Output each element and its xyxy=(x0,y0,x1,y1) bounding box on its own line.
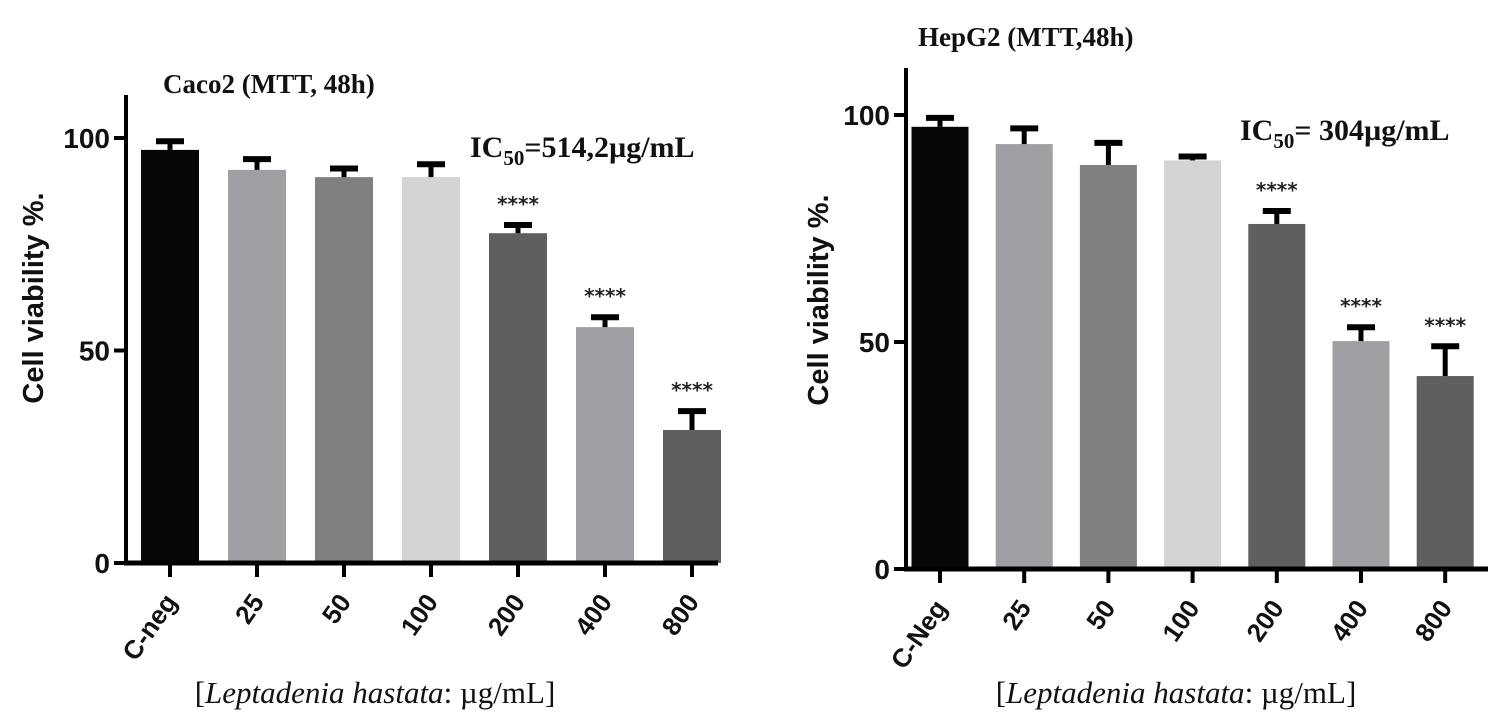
plot-area: C-Neg 25 50 100 **** 200 **** 400 **** 800 0 50 100 xyxy=(843,68,1488,674)
x-axis-label: [Leptadenia hastata: µg/mL] xyxy=(195,675,556,710)
bar xyxy=(576,327,634,563)
caco2-chart: Caco2 (MTT, 48h) IC50=514,2µg/mL Cell vi… xyxy=(18,69,721,710)
ic50-sub: 50 xyxy=(1273,129,1294,153)
ic50-annotation: IC50= 304µg/mL xyxy=(1240,114,1450,153)
significance-marker: **** xyxy=(497,192,539,216)
bar xyxy=(1248,223,1306,569)
bar xyxy=(1164,160,1222,569)
x-tick-label: 400 xyxy=(568,588,617,641)
significance-marker: **** xyxy=(671,378,713,402)
y-tick-label: 50 xyxy=(79,336,110,367)
x-tick-label: 100 xyxy=(394,588,443,641)
significance-marker: **** xyxy=(1256,178,1298,202)
x-label-open: [ xyxy=(996,675,1006,710)
x-label-italic: Leptadenia hastata xyxy=(204,675,444,710)
x-tick-label: 50 xyxy=(1080,594,1121,635)
y-tick-label: 100 xyxy=(63,123,110,154)
y-tick-label: 50 xyxy=(859,327,890,358)
bar xyxy=(995,144,1053,569)
x-tick-label: C-Neg xyxy=(884,594,952,674)
bar xyxy=(402,177,460,563)
x-tick-label: C-neg xyxy=(116,588,183,666)
y-axis-label: Cell viability %. xyxy=(18,192,50,403)
y-tick-label: 0 xyxy=(874,554,890,585)
y-tick-label: 100 xyxy=(843,100,890,131)
bar xyxy=(489,233,547,563)
bar xyxy=(1332,341,1390,569)
ic50-annotation: IC50=514,2µg/mL xyxy=(470,131,695,170)
significance-marker: **** xyxy=(1340,294,1382,318)
ic50-suffix: = 304µg/mL xyxy=(1294,114,1449,147)
chart-title: Caco2 (MTT, 48h) xyxy=(163,69,375,99)
significance-marker: **** xyxy=(584,284,626,308)
ic50-prefix: IC xyxy=(1240,114,1273,147)
x-tick-label: 200 xyxy=(481,588,530,641)
plot-area: C-neg 25 50 100 **** 200 **** 400 **** 800 0 50 100 xyxy=(63,95,721,666)
x-tick-label: 800 xyxy=(655,588,704,641)
y-tick-label: 0 xyxy=(94,548,110,579)
x-tick-label: 800 xyxy=(1409,594,1458,647)
x-tick-label: 25 xyxy=(996,594,1037,635)
bar xyxy=(315,177,373,563)
hepg2-chart: HepG2 (MTT,48h) IC50= 304µg/mL Cell viab… xyxy=(803,22,1488,710)
x-tick-label: 200 xyxy=(1240,594,1289,647)
x-label-rest: : µg/mL] xyxy=(444,675,556,710)
x-tick-label: 50 xyxy=(316,588,357,629)
ic50-suffix: =514,2µg/mL xyxy=(524,131,694,164)
x-tick-label: 100 xyxy=(1156,594,1205,647)
bar xyxy=(1416,376,1474,569)
significance-marker: **** xyxy=(1424,313,1466,337)
x-tick-label: 400 xyxy=(1324,594,1373,647)
y-axis-label: Cell viability %. xyxy=(803,194,835,405)
bar xyxy=(911,126,969,569)
bar xyxy=(663,429,721,563)
bar xyxy=(228,169,286,563)
ic50-sub: 50 xyxy=(503,146,524,170)
bar xyxy=(141,149,199,563)
x-label-rest: : µg/mL] xyxy=(1245,675,1357,710)
ic50-prefix: IC xyxy=(470,131,503,164)
bar xyxy=(1079,164,1137,569)
x-axis-label: [Leptadenia hastata: µg/mL] xyxy=(996,675,1357,710)
x-label-italic: Leptadenia hastata xyxy=(1005,675,1245,710)
chart-title: HepG2 (MTT,48h) xyxy=(918,22,1134,52)
x-tick-label: 25 xyxy=(229,588,270,629)
x-label-open: [ xyxy=(195,675,205,710)
